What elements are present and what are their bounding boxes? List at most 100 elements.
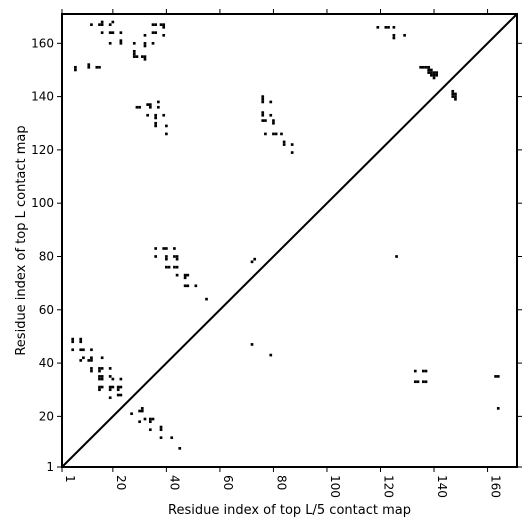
contact-point [165,124,168,128]
contact-point [205,297,208,301]
contact-point [108,385,112,389]
contact-point [159,436,163,440]
contact-point [395,255,398,258]
contact-point [143,44,147,48]
contact-point [146,113,149,117]
y-tick-label: 160 [31,36,54,50]
contact-point [454,97,457,101]
contact-point [98,385,101,389]
contact-point [71,340,75,344]
contact-point [143,33,147,37]
contact-point [108,41,112,45]
contact-point [451,95,455,98]
contact-point [392,36,396,40]
contact-point [496,407,500,410]
x-tick-label: 20 [114,475,128,490]
contact-point [175,273,179,277]
contact-point [87,63,91,66]
y-tick-label: 80 [39,249,54,263]
contact-point [432,73,436,77]
contact-point [143,41,147,45]
contact-point [100,377,104,381]
contact-point [162,113,166,117]
contact-point [173,247,176,250]
contact-point [387,25,390,29]
contact-point [264,119,267,122]
contact-point [138,105,141,109]
contact-point [253,257,257,261]
contact-point [151,31,155,34]
contact-point [261,97,265,101]
contact-point [140,55,144,58]
contact-point [148,417,152,421]
contact-point [119,31,123,34]
contact-point [435,73,439,77]
contact-point [162,247,166,250]
contact-point [154,31,158,34]
contact-point [108,388,112,392]
x-axis: 1 20 40 60 80 100 120 140 160 [61,9,503,498]
contact-point [269,353,273,357]
contact-point [416,380,420,384]
contact-point [130,412,133,416]
contact-point [116,388,120,392]
contact-point [269,100,273,104]
contact-point [424,380,428,384]
contact-point [165,132,168,136]
contact-point [264,132,267,136]
contact-point [90,23,93,26]
contact-point [159,425,163,429]
contact-point [90,348,93,352]
contact-point [157,100,160,104]
contact-point [98,367,101,370]
y-tick-label: 100 [31,196,54,210]
contact-point [413,380,417,384]
contact-point [157,105,160,109]
contact-point [119,41,123,45]
contact-point [100,356,104,360]
contact-point [132,52,136,56]
contact-point [100,23,104,26]
contact-point [100,385,104,389]
contact-point [413,369,417,373]
contact-point [175,255,179,258]
contact-point [175,257,179,261]
contact-point [183,276,187,280]
x-tick-label: 1 [63,475,77,483]
contact-point [250,260,254,264]
contact-point [290,151,294,154]
contact-points [71,20,500,450]
contact-point [261,113,265,117]
contact-point [261,119,265,122]
contact-point [272,132,275,136]
plot-frame [61,13,518,468]
contact-point [132,49,136,53]
contact-point [272,121,275,125]
contact-point [98,388,101,392]
contact-point [143,57,147,61]
contact-point [421,65,425,69]
contact-point [90,359,93,362]
contact-point [98,369,101,373]
contact-point [421,369,425,373]
contact-point [250,343,254,346]
contact-point [119,385,123,389]
y-tick-label: 20 [39,409,54,423]
contact-point [290,143,294,146]
x-tick-label: 120 [382,475,396,498]
contact-point [146,103,149,106]
contact-point [162,33,166,37]
contact-point [435,71,439,74]
contact-point [100,375,104,378]
contact-point [132,55,136,58]
contact-point [119,39,123,42]
contact-point [82,348,85,352]
contact-point [430,73,433,77]
contact-point [424,369,428,373]
contact-point [261,111,265,114]
contact-point [154,124,158,128]
contact-point [87,65,91,69]
x-tick-label: 160 [489,475,503,498]
contact-point [432,71,436,74]
